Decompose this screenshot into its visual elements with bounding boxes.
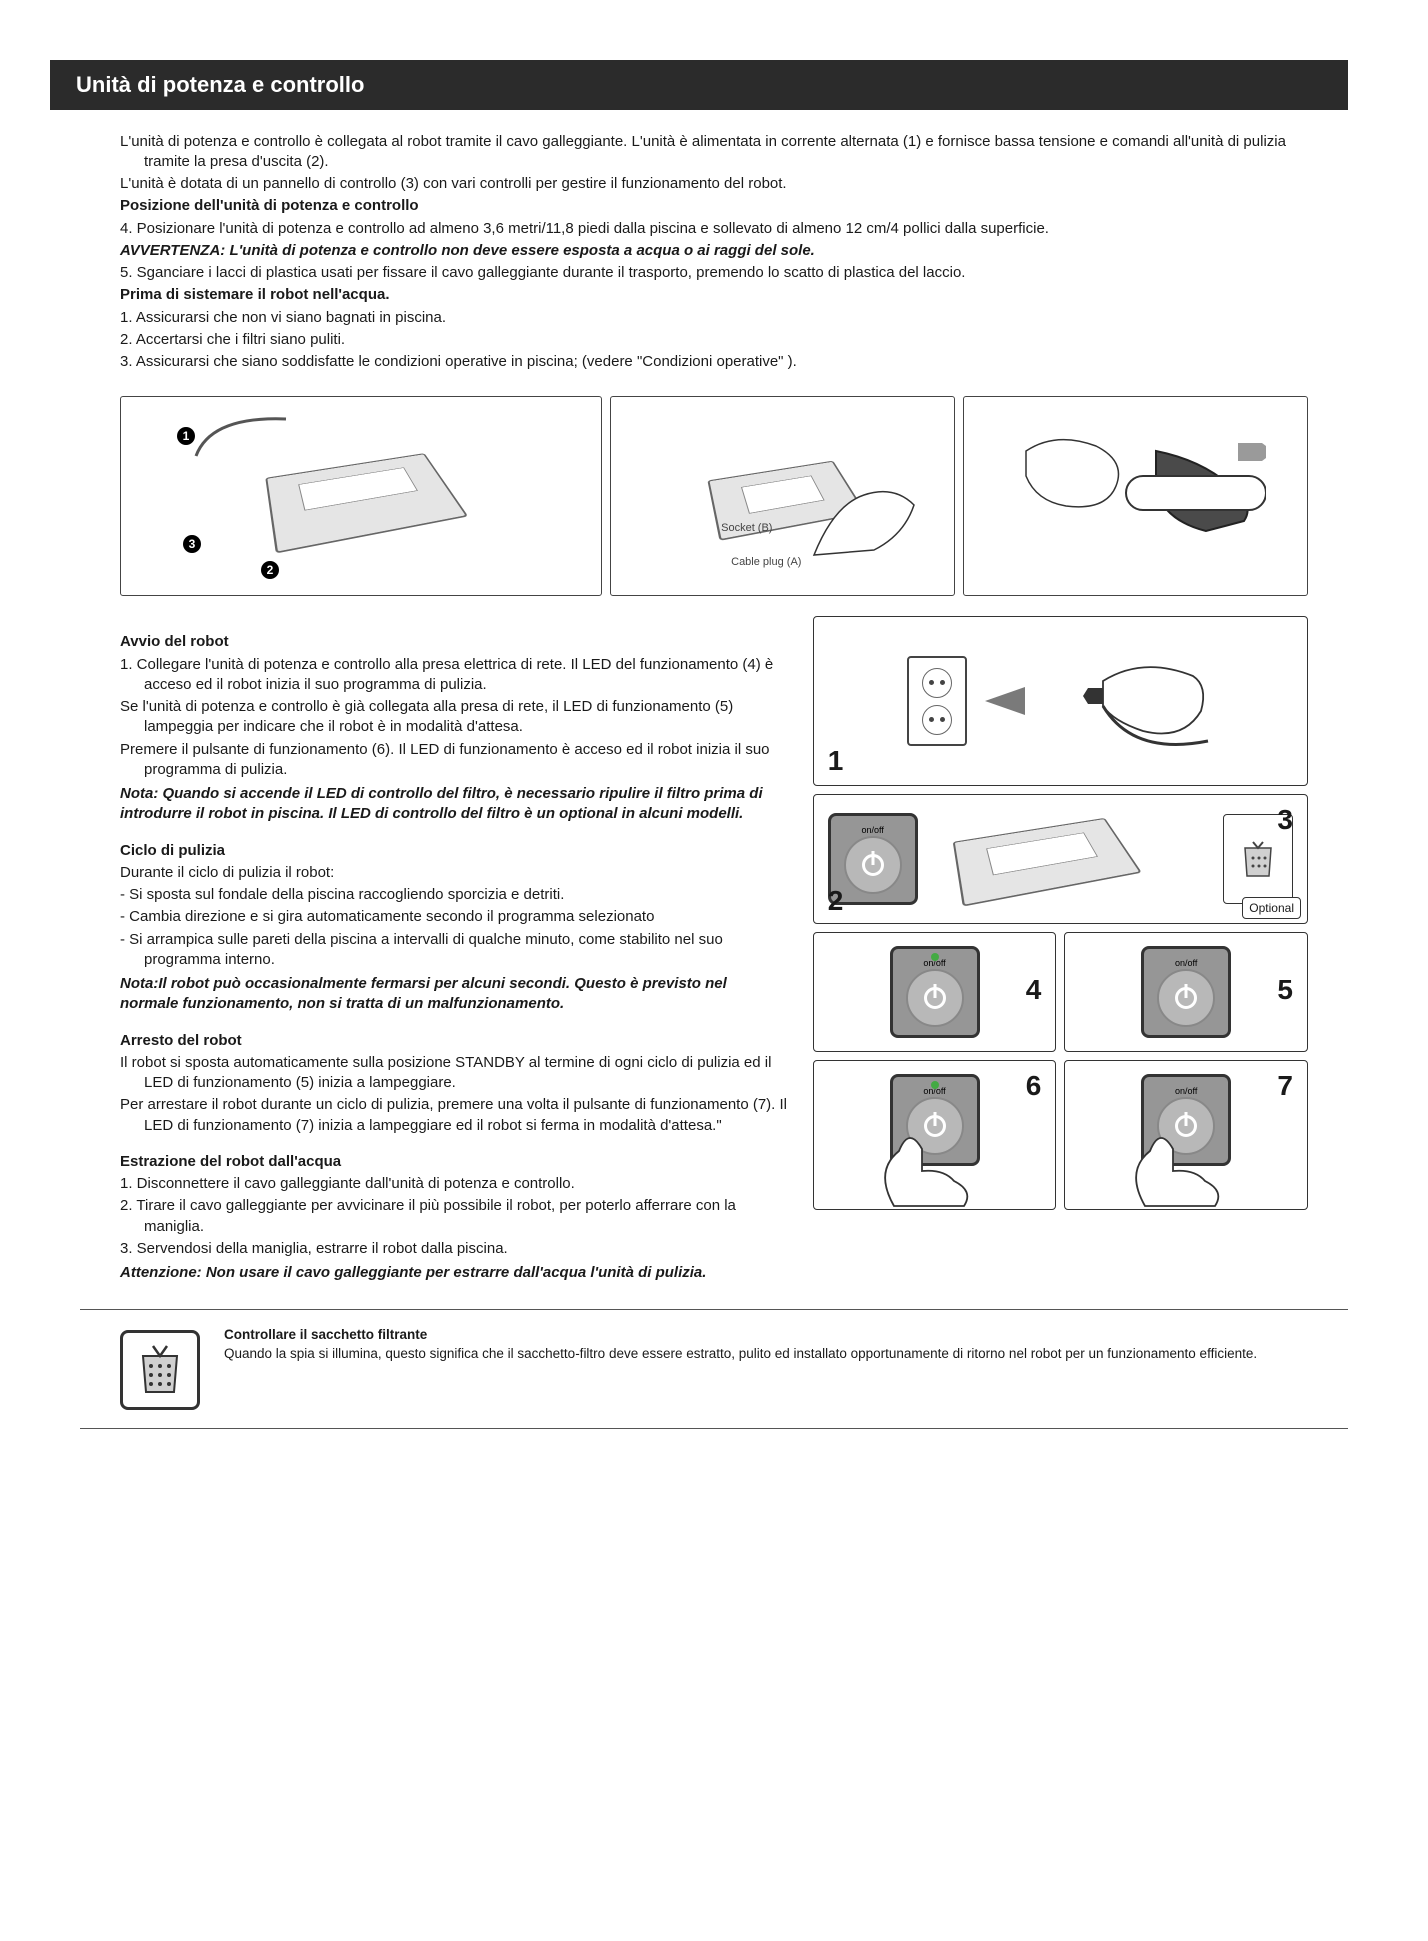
panel-7: on/off 7 [1064, 1060, 1308, 1210]
section-title-bar: Unità di potenza e controllo [50, 60, 1348, 110]
power-icon-4 [906, 969, 964, 1027]
panel-row-6-7: on/off 6 on/off 7 [813, 1060, 1308, 1210]
intro-p4: 5. Sganciare i lacci di plastica usati p… [120, 263, 1308, 283]
panel-number-1: 1 [828, 742, 844, 780]
before-l2: 2. Accertarsi che i filtri siano puliti. [120, 330, 1308, 350]
heading-estrazione: Estrazione del robot dall'acqua [120, 1152, 789, 1172]
panel-number-5: 5 [1277, 971, 1293, 1009]
intro-block: L'unità di potenza e controllo è collega… [80, 132, 1348, 1286]
two-column-layout: Avvio del robot 1. Collegare l'unità di … [120, 616, 1308, 1285]
before-l3: 3. Assicurarsi che siano soddisfatte le … [120, 352, 1308, 372]
hand-plug-icon [804, 475, 924, 565]
panel-row-4-5: on/off 4 on/off 5 [813, 932, 1308, 1052]
before-l1: 1. Assicurarsi che non vi siano bagnati … [120, 308, 1308, 328]
cable-line-icon [191, 411, 291, 461]
panel-1-plug-socket: 1 [813, 616, 1308, 786]
figure-socket-plug: Socket (B) Cable plug (A) [610, 396, 955, 596]
power-icon-5 [1157, 969, 1215, 1027]
arrow-left-icon [985, 687, 1025, 715]
section-title: Unità di potenza e controllo [76, 72, 364, 97]
footer-body: Quando la spia si illumina, questo signi… [224, 1345, 1308, 1363]
panel-number-2: 2 [828, 882, 844, 920]
panel-5: on/off 5 [1064, 932, 1308, 1052]
avvio-1: 1. Collegare l'unità di potenza e contro… [120, 655, 789, 696]
plug-hand-icon [1043, 646, 1213, 756]
footer-text: Controllare il sacchetto filtrante Quand… [224, 1326, 1308, 1362]
panel-2-3-unit: on/off 2 3 Optional [813, 794, 1308, 924]
left-column: Avvio del robot 1. Collegare l'unità di … [120, 616, 789, 1285]
optional-label: Optional [1242, 897, 1301, 919]
onoff-label-5: on/off [1144, 957, 1228, 969]
figure-unit-overview: 1 3 2 [120, 396, 602, 596]
estr-warn: Attenzione: Non usare il cavo galleggian… [120, 1263, 789, 1283]
plug-label: Cable plug (A) [731, 555, 801, 570]
right-column: 1 on/off 2 3 Optional [813, 616, 1308, 1285]
ciclo-3: - Cambia direzione e si gira automaticam… [120, 907, 789, 927]
estr-2: 2. Tirare il cavo galleggiante per avvic… [120, 1196, 789, 1237]
avvio-note: Nota: Quando si accende il LED di contro… [120, 784, 789, 825]
power-unit-drawing [265, 454, 468, 554]
panel-number-6: 6 [1026, 1067, 1042, 1105]
figure-cable-connector [963, 396, 1308, 596]
avvio-2: Se l'unità di potenza e controllo è già … [120, 697, 789, 738]
onoff-frame-4: on/off [890, 946, 980, 1038]
ciclo-4: - Si arrampica sulle pareti della piscin… [120, 930, 789, 971]
warning-line: AVVERTENZA: L'unità di potenza e control… [120, 241, 1308, 261]
onoff-frame-5: on/off [1141, 946, 1231, 1038]
panel-number-4: 4 [1026, 971, 1042, 1009]
intro-p1: L'unità di potenza e controllo è collega… [120, 132, 1308, 173]
unit-drawing-small [952, 818, 1141, 907]
heading-before: Prima di sistemare il robot nell'acqua. [120, 285, 1308, 305]
onoff-label-7: on/off [1144, 1085, 1228, 1097]
figure-row-top: 1 3 2 Socket (B) Cable plug (A) [120, 396, 1308, 596]
hand-press-icon-6 [854, 1121, 994, 1211]
footer-note: Controllare il sacchetto filtrante Quand… [80, 1326, 1348, 1410]
ciclo-2: - Si sposta sul fondale della piscina ra… [120, 885, 789, 905]
arresto-1: Il robot si sposta automaticamente sulla… [120, 1053, 789, 1094]
wall-socket-icon [907, 656, 967, 746]
hand-press-icon-7 [1105, 1121, 1245, 1211]
estr-3: 3. Servendosi della maniglia, estrarre i… [120, 1239, 789, 1259]
intro-p3: 4. Posizionare l'unità di potenza e cont… [120, 219, 1308, 239]
panel-number-3: 3 [1277, 801, 1293, 839]
intro-p2: L'unità è dotata di un pannello di contr… [120, 174, 1308, 194]
heading-arresto: Arresto del robot [120, 1031, 789, 1051]
heading-position: Posizione dell'unità di potenza e contro… [120, 196, 1308, 216]
heading-avvio: Avvio del robot [120, 632, 789, 652]
divider-line [80, 1309, 1348, 1310]
divider-line-bottom [80, 1428, 1348, 1429]
callout-2: 2 [261, 561, 279, 579]
avvio-3: Premere il pulsante di funzionamento (6)… [120, 740, 789, 781]
arresto-2: Per arrestare il robot durante un ciclo … [120, 1095, 789, 1136]
power-button-icon [844, 836, 902, 894]
callout-3: 3 [183, 535, 201, 553]
filter-bag-icon [120, 1330, 200, 1410]
panel-4: on/off 4 [813, 932, 1057, 1052]
ciclo-note: Nota:Il robot può occasionalmente fermar… [120, 974, 789, 1015]
onoff-label: on/off [831, 824, 915, 836]
heading-ciclo: Ciclo di pulizia [120, 841, 789, 861]
socket-label: Socket (B) [721, 521, 772, 536]
footer-title: Controllare il sacchetto filtrante [224, 1326, 1308, 1344]
estr-1: 1. Disconnettere il cavo galleggiante da… [120, 1174, 789, 1194]
connector-hand-icon [1006, 421, 1266, 571]
ciclo-1: Durante il ciclo di pulizia il robot: [120, 863, 789, 883]
panel-6: on/off 6 [813, 1060, 1057, 1210]
panel-number-7: 7 [1277, 1067, 1293, 1105]
